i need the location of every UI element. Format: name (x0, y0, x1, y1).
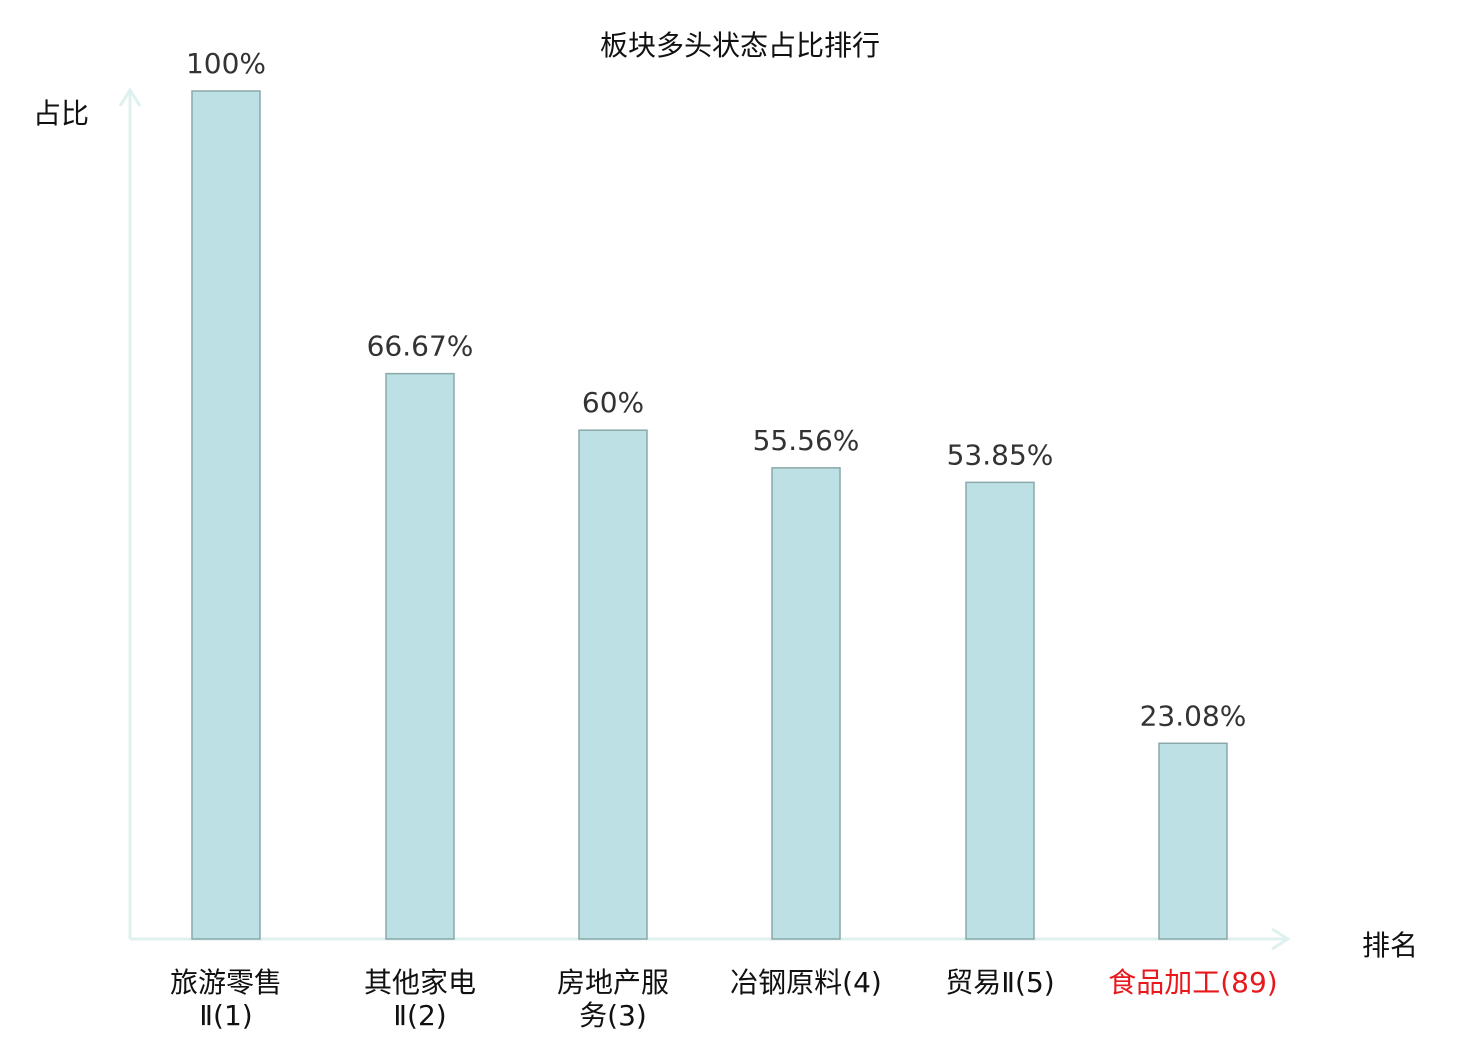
y-axis-arrow-icon (118, 87, 142, 107)
x-tick-label: 食品加工(89) (1103, 966, 1283, 999)
bar (1158, 742, 1228, 940)
chart-title: 板块多头状态占比排行 (599, 29, 880, 62)
bar (191, 90, 261, 940)
x-axis-arrow-icon (1271, 927, 1291, 951)
x-tick-label-line: Ⅱ(1) (199, 999, 253, 1032)
data-label: 60% (582, 386, 644, 419)
x-tick-label-line: 贸易Ⅱ(5) (945, 966, 1055, 999)
x-tick-label: 贸易Ⅱ(5) (910, 966, 1090, 999)
data-label: 53.85% (947, 438, 1054, 471)
x-tick-label-line: 其他家电 (363, 966, 476, 999)
x-axis-label: 排名 (1362, 929, 1419, 962)
data-label: 23.08% (1140, 699, 1247, 732)
x-tick-label-line: 冶钢原料(4) (730, 966, 882, 999)
bar (965, 481, 1035, 940)
x-tick-label: 旅游零售 Ⅱ(1) (136, 966, 316, 1032)
x-tick-label-line: Ⅱ(2) (393, 999, 447, 1032)
y-axis-label: 占比 (33, 97, 90, 130)
data-label: 66.67% (367, 330, 474, 363)
bar (771, 467, 841, 940)
x-tick-label-line: 食品加工(89) (1108, 966, 1278, 999)
x-tick-label-line: 旅游零售 (169, 966, 282, 999)
x-tick-label-line: 房地产服 (556, 966, 669, 999)
bar (385, 372, 455, 940)
x-tick-label: 冶钢原料(4) (716, 966, 896, 999)
data-label: 100% (186, 47, 266, 80)
x-tick-label: 房地产服 务(3) (523, 966, 703, 1032)
x-tick-label-line: 务(3) (579, 999, 647, 1032)
data-label: 55.56% (753, 424, 860, 457)
bar (578, 429, 648, 940)
x-tick-label: 其他家电 Ⅱ(2) (330, 966, 510, 1032)
